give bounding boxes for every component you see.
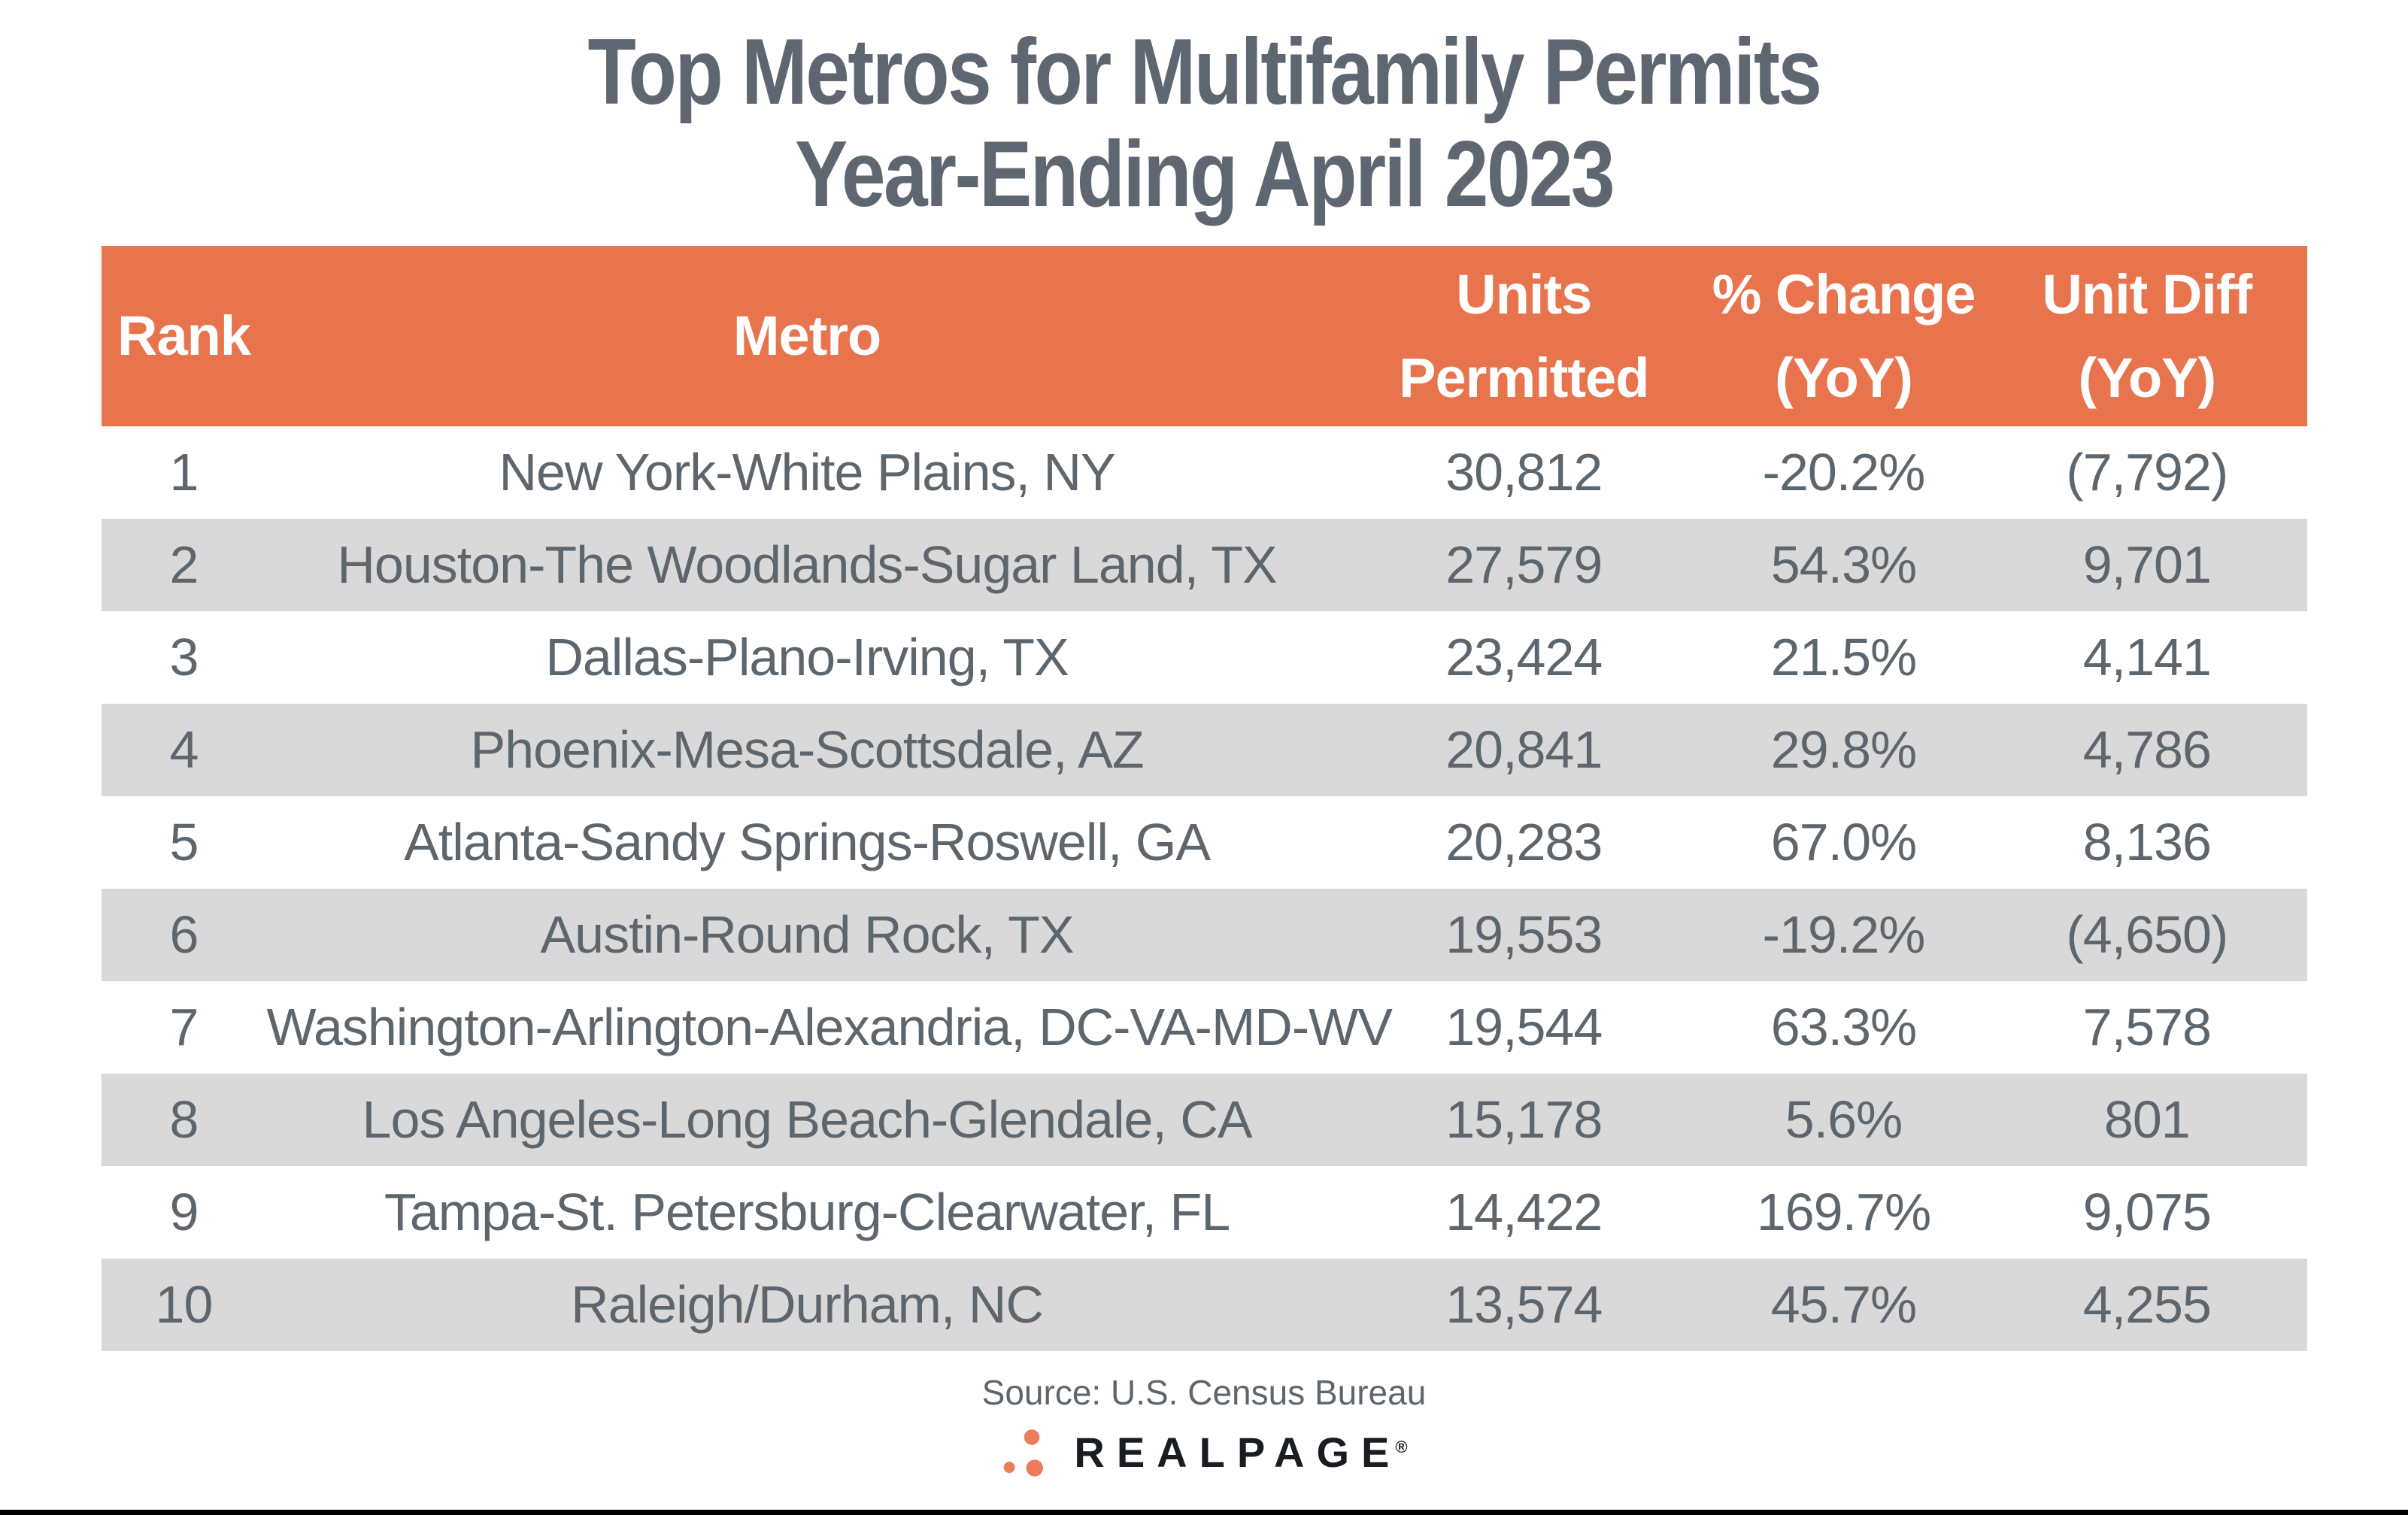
cell-rank: 10 xyxy=(155,1275,214,1335)
column-header-units-permitted: Units Permitted xyxy=(1348,253,1700,420)
cell-metro: Washington-Arlington-Alexandria, DC-VA-M… xyxy=(266,998,1392,1057)
title-line-2: Year-Ending April 2023 xyxy=(794,123,1615,227)
cell-units: 14,422 xyxy=(1445,1183,1603,1242)
cell-units: 27,579 xyxy=(1445,535,1603,595)
column-header-unit-diff: Unit Diff (YoY) xyxy=(1987,253,2306,420)
table-row: 8 Los Angeles-Long Beach-Glendale, CA 15,1… xyxy=(101,1073,2307,1166)
cell-rank: 6 xyxy=(169,905,199,965)
cell-units: 13,574 xyxy=(1445,1275,1603,1335)
cell-units: 23,424 xyxy=(1445,628,1603,687)
cell-diff: 9,075 xyxy=(2082,1183,2212,1242)
cell-change: 5.6% xyxy=(1785,1090,1903,1150)
cell-change: 45.7% xyxy=(1770,1275,1917,1335)
cell-change: -20.2% xyxy=(1762,443,1926,502)
cell-rank: 9 xyxy=(169,1183,199,1242)
cell-diff: 4,786 xyxy=(2082,720,2212,780)
page-title: Top Metros for Multifamily Permits Year-… xyxy=(180,21,2228,226)
table-header-row: Rank Metro Units Permitted % Change (YoY… xyxy=(101,245,2307,426)
realpage-logo: REALPAGE® xyxy=(0,1421,2408,1484)
cell-metro: Dallas-Plano-Irving, TX xyxy=(545,628,1069,687)
cell-diff: 4,255 xyxy=(2082,1275,2212,1335)
table-row: 9 Tampa-St. Petersburg-Clearwater, FL 14,4… xyxy=(101,1165,2307,1259)
cell-units: 19,544 xyxy=(1445,998,1603,1057)
table-row: 7 Washington-Arlington-Alexandria, DC-VA-… xyxy=(101,980,2307,1074)
cell-metro: Houston-The Woodlands-Sugar Land, TX xyxy=(337,535,1277,595)
title-line-1: Top Metros for Multifamily Permits xyxy=(587,20,1822,124)
cell-diff: 4,141 xyxy=(2082,628,2212,687)
cell-metro: New York-White Plains, NY xyxy=(499,443,1115,502)
cell-diff: 9,701 xyxy=(2082,535,2212,595)
header-label: Metro xyxy=(732,305,881,368)
cell-metro: Atlanta-Sandy Springs-Roswell, GA xyxy=(404,813,1211,872)
infographic-page: Top Metros for Multifamily Permits Year-… xyxy=(0,21,2408,1515)
cell-diff: 801 xyxy=(2103,1090,2191,1150)
realpage-dots-icon xyxy=(1004,1429,1044,1477)
table-row: 1 New York-White Plains, NY 30,812 -20.2% (7… xyxy=(101,426,2307,519)
cell-metro: Los Angeles-Long Beach-Glendale, CA xyxy=(362,1090,1253,1150)
cell-units: 19,553 xyxy=(1445,905,1603,965)
column-header-metro: Metro xyxy=(266,294,1347,377)
cell-diff: (4,650) xyxy=(2066,905,2228,965)
column-header-rank: Rank xyxy=(102,294,267,377)
cell-metro: Phoenix-Mesa-Scottsdale, AZ xyxy=(470,720,1144,780)
cell-change: 63.3% xyxy=(1770,998,1917,1057)
table-row: 4 Phoenix-Mesa-Scottsdale, AZ 20,841 29.8% 4… xyxy=(101,703,2307,796)
header-label-line: (YoY) xyxy=(1775,346,1913,409)
header-label-line: Units xyxy=(1456,262,1592,326)
cell-change: 21.5% xyxy=(1770,628,1917,687)
permits-table: Rank Metro Units Permitted % Change (YoY… xyxy=(101,245,2307,1351)
cell-metro: Raleigh/Durham, NC xyxy=(571,1275,1044,1335)
table-body: 1 New York-White Plains, NY 30,812 -20.2% (7… xyxy=(101,426,2307,1351)
table-row: 3 Dallas-Plano-Irving, TX 23,424 21.5% 4,141 xyxy=(101,611,2307,704)
header-label-line: Unit Diff xyxy=(2042,262,2252,326)
column-header-percent-change: % Change (YoY) xyxy=(1700,253,1987,420)
registered-trademark-symbol: ® xyxy=(1395,1437,1408,1456)
table-row: 5 Atlanta-Sandy Springs-Roswell, GA 20,283… xyxy=(101,795,2307,889)
cell-rank: 8 xyxy=(169,1090,199,1150)
cell-metro: Austin-Round Rock, TX xyxy=(540,905,1074,965)
cell-rank: 5 xyxy=(169,813,199,872)
cell-rank: 7 xyxy=(169,998,199,1057)
cell-change: 54.3% xyxy=(1770,535,1917,595)
table-row: 2 Houston-The Woodlands-Sugar Land, TX 27,… xyxy=(101,518,2307,611)
table-row: 10 Raleigh/Durham, NC 13,574 45.7% 4,255 xyxy=(101,1258,2307,1351)
cell-change: -19.2% xyxy=(1762,905,1926,965)
cell-units: 20,841 xyxy=(1445,720,1603,780)
cell-rank: 1 xyxy=(169,443,199,502)
cell-diff: (7,792) xyxy=(2066,443,2228,502)
cell-change: 29.8% xyxy=(1770,720,1917,780)
table-row: 6 Austin-Round Rock, TX 19,553 -19.2% (4,650… xyxy=(101,888,2307,981)
cell-rank: 2 xyxy=(169,535,199,595)
header-label-line: (YoY) xyxy=(2078,346,2216,409)
realpage-wordmark: REALPAGE® xyxy=(1074,1428,1407,1477)
cell-diff: 8,136 xyxy=(2082,813,2212,872)
bottom-border xyxy=(0,1510,2408,1515)
realpage-wordmark-text: REALPAGE xyxy=(1074,1429,1402,1477)
source-note: Source: U.S. Census Bureau xyxy=(981,1372,1427,1412)
cell-diff: 7,578 xyxy=(2082,998,2212,1057)
cell-units: 20,283 xyxy=(1445,813,1603,872)
header-label-line: % Change xyxy=(1712,262,1976,326)
cell-units: 15,178 xyxy=(1445,1090,1603,1150)
cell-rank: 3 xyxy=(169,628,199,687)
cell-units: 30,812 xyxy=(1445,443,1603,502)
cell-change: 169.7% xyxy=(1756,1183,1931,1242)
cell-change: 67.0% xyxy=(1770,813,1917,872)
header-label: Rank xyxy=(117,305,251,368)
header-label-line: Permitted xyxy=(1399,346,1649,409)
cell-rank: 4 xyxy=(169,720,199,780)
cell-metro: Tampa-St. Petersburg-Clearwater, FL xyxy=(384,1183,1230,1242)
